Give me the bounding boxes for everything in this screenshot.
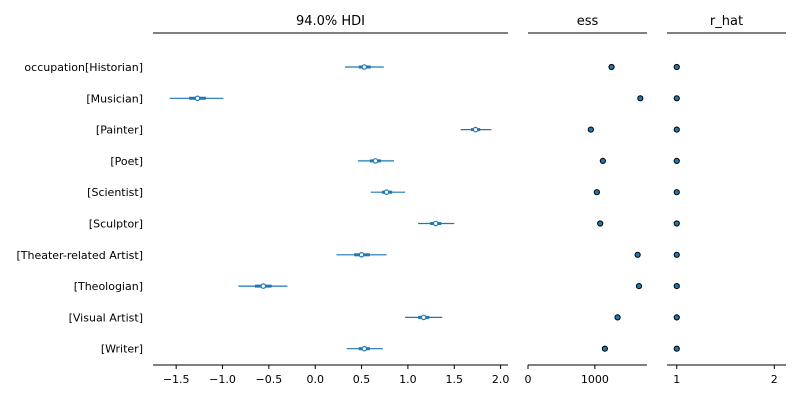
mean-point (358, 252, 365, 258)
x-tick-label-hdi: 0.0 (306, 373, 324, 386)
mean-point (420, 314, 427, 321)
rhat-point (673, 283, 680, 290)
rhat-point (673, 189, 680, 196)
x-tick-label-hdi: 1.0 (399, 373, 417, 386)
mean-point (260, 283, 267, 289)
mean-point (361, 345, 368, 352)
mean-point (372, 158, 379, 164)
category-label: [Painter] (96, 124, 143, 137)
x-tick-label-hdi: −1.0 (209, 373, 236, 386)
ess-point (637, 95, 644, 102)
x-tick-label-hdi: 1.5 (445, 373, 463, 386)
x-tick-label-rhat: 2 (771, 373, 778, 386)
mean-point (383, 189, 390, 196)
rhat-point (673, 314, 680, 321)
rhat-point (673, 220, 680, 227)
rhat-point (673, 251, 680, 258)
rhat-point (673, 63, 680, 71)
mean-point (361, 64, 368, 70)
ess-point (635, 283, 643, 290)
category-label: [Theater-related Artist] (16, 249, 143, 262)
panel-title-hdi: 94.0% HDI (296, 14, 365, 29)
category-label: [Poet] (110, 155, 143, 168)
rhat-point (673, 95, 680, 102)
x-tick-label-hdi: 0.5 (353, 373, 371, 386)
ess-point (599, 157, 606, 164)
ess-point (593, 189, 600, 196)
panel-title-ess: ess (577, 14, 599, 29)
ess-point (608, 63, 615, 71)
category-label: [Musician] (86, 92, 143, 105)
mean-point (472, 126, 479, 133)
x-tick-label-hdi: 2.0 (492, 373, 510, 386)
rhat-point (673, 157, 680, 164)
ess-point (601, 345, 608, 352)
x-tick-label-rhat: 1 (673, 373, 680, 386)
category-label: [Scientist] (87, 186, 143, 199)
x-tick-label-ess: 0 (525, 373, 532, 386)
rhat-point (673, 126, 680, 133)
ess-point (634, 251, 641, 258)
mean-point (194, 95, 201, 102)
category-label: [Theologian] (74, 280, 143, 293)
ess-point (597, 220, 604, 227)
x-tick-label-hdi: −1.5 (163, 373, 190, 386)
mean-point (432, 220, 439, 227)
category-label: occupation[Historian] (24, 61, 143, 74)
ess-point (587, 126, 594, 133)
panel-title-rhat: r_hat (710, 14, 743, 29)
category-label: [Sculptor] (89, 218, 143, 231)
category-label: [Visual Artist] (69, 311, 143, 324)
rhat-point (673, 345, 680, 352)
x-tick-label-ess: 1000 (581, 373, 609, 386)
category-label: [Writer] (101, 343, 143, 356)
ess-point (614, 314, 621, 321)
x-tick-label-hdi: −0.5 (256, 373, 283, 386)
